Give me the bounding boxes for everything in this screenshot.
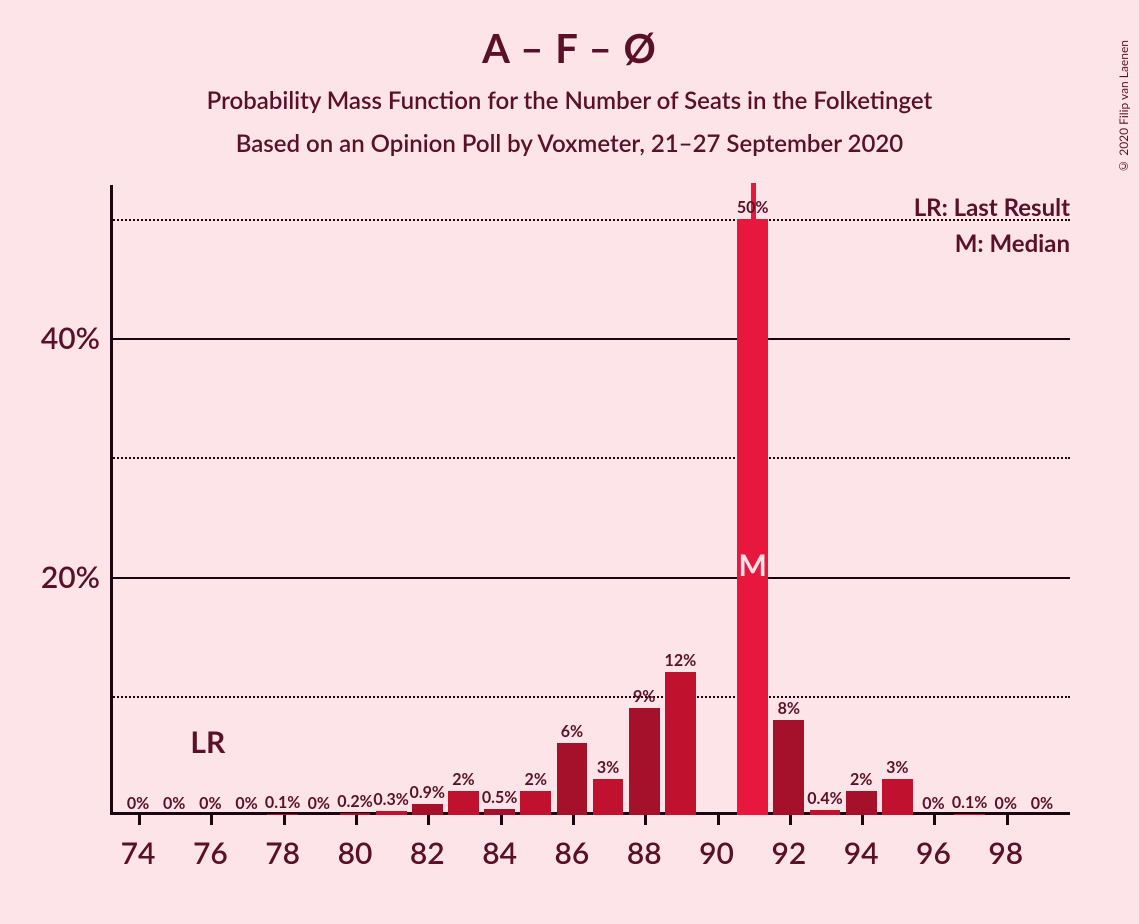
bar-value-label: 0.2% bbox=[337, 792, 372, 813]
bar: 2% bbox=[448, 791, 479, 815]
bar-value-label: 2% bbox=[850, 770, 872, 791]
bar: 0.5% bbox=[484, 809, 515, 815]
bar: 3% bbox=[882, 779, 913, 815]
x-tick-label: 78 bbox=[265, 815, 300, 871]
bar-value-label: 12% bbox=[665, 651, 697, 672]
bar: 6% bbox=[557, 743, 588, 815]
median-letter: M bbox=[738, 547, 766, 583]
x-tick-label: 76 bbox=[193, 815, 228, 871]
bar-value-label: 0.4% bbox=[807, 789, 842, 810]
title-block: A – F – Ø Probability Mass Function for … bbox=[0, 0, 1139, 158]
bar-value-label: 3% bbox=[886, 758, 908, 779]
bar-value-label: 0% bbox=[308, 794, 330, 815]
bar-value-label: 0% bbox=[922, 794, 944, 815]
bar-value-label: 6% bbox=[561, 722, 583, 743]
bar-value-label: 0.1% bbox=[952, 793, 987, 814]
bar-value-label: 0.5% bbox=[482, 788, 517, 809]
bar-value-label: 0.3% bbox=[373, 790, 408, 811]
y-axis bbox=[110, 185, 113, 815]
bar-value-label: 0% bbox=[995, 794, 1017, 815]
legend-lr: LR: Last Result bbox=[914, 193, 1070, 222]
bar-value-label: 0% bbox=[127, 794, 149, 815]
y-tick-label: 20% bbox=[41, 559, 110, 595]
chart-subtitle-1: Probability Mass Function for the Number… bbox=[0, 86, 1139, 115]
chart-plot-area: 20%40%747678808284868890929496980%0%0%0%… bbox=[110, 195, 1070, 815]
gridline-minor bbox=[110, 696, 1070, 698]
legend-m: M: Median bbox=[955, 229, 1070, 258]
y-tick-label: 40% bbox=[41, 320, 110, 356]
bar: 8% bbox=[773, 720, 804, 815]
bar: 3% bbox=[593, 779, 624, 815]
bar-value-label: 9% bbox=[633, 687, 655, 708]
x-tick-label: 74 bbox=[121, 815, 156, 871]
bar-value-label: 50% bbox=[737, 198, 769, 219]
x-tick-label: 96 bbox=[916, 815, 951, 871]
bar: 0.2% bbox=[340, 813, 371, 815]
x-tick-label: 90 bbox=[699, 815, 734, 871]
bar-value-label: 0% bbox=[1031, 794, 1053, 815]
x-tick-label: 84 bbox=[482, 815, 517, 871]
gridline-minor bbox=[110, 457, 1070, 459]
bar-value-label: 0.9% bbox=[410, 783, 445, 804]
x-tick-label: 88 bbox=[627, 815, 662, 871]
x-tick-label: 94 bbox=[844, 815, 879, 871]
bar-value-label: 2% bbox=[452, 770, 474, 791]
gridline-major bbox=[110, 338, 1070, 340]
gridline-major bbox=[110, 577, 1070, 579]
x-tick-label: 92 bbox=[771, 815, 806, 871]
bar-value-label: 0% bbox=[235, 794, 257, 815]
lr-marker: LR bbox=[190, 724, 225, 760]
bar: 2% bbox=[846, 791, 877, 815]
bar-value-label: 3% bbox=[597, 758, 619, 779]
bar: 12% bbox=[665, 672, 696, 815]
bar-value-label: 0.1% bbox=[265, 793, 300, 814]
x-tick-label: 80 bbox=[338, 815, 373, 871]
x-tick-label: 86 bbox=[555, 815, 590, 871]
bar: 0.3% bbox=[376, 811, 407, 815]
bar-value-label: 2% bbox=[525, 770, 547, 791]
x-tick-label: 82 bbox=[410, 815, 445, 871]
bar-value-label: 0% bbox=[199, 794, 221, 815]
chart-subtitle-2: Based on an Opinion Poll by Voxmeter, 21… bbox=[0, 129, 1139, 158]
x-tick-label: 98 bbox=[988, 815, 1023, 871]
copyright-text: © 2020 Filip van Laenen bbox=[1116, 40, 1131, 174]
chart-title: A – F – Ø bbox=[0, 24, 1139, 72]
bar: 9% bbox=[629, 708, 660, 815]
bar: 50%M bbox=[737, 219, 768, 815]
bar-value-label: 0% bbox=[163, 794, 185, 815]
bar: 0.9% bbox=[412, 804, 443, 815]
bar: 0.1% bbox=[267, 814, 298, 815]
bar: 0.1% bbox=[954, 814, 985, 815]
bar-value-label: 8% bbox=[778, 699, 800, 720]
bar: 2% bbox=[520, 791, 551, 815]
bar: 0.4% bbox=[810, 810, 841, 815]
